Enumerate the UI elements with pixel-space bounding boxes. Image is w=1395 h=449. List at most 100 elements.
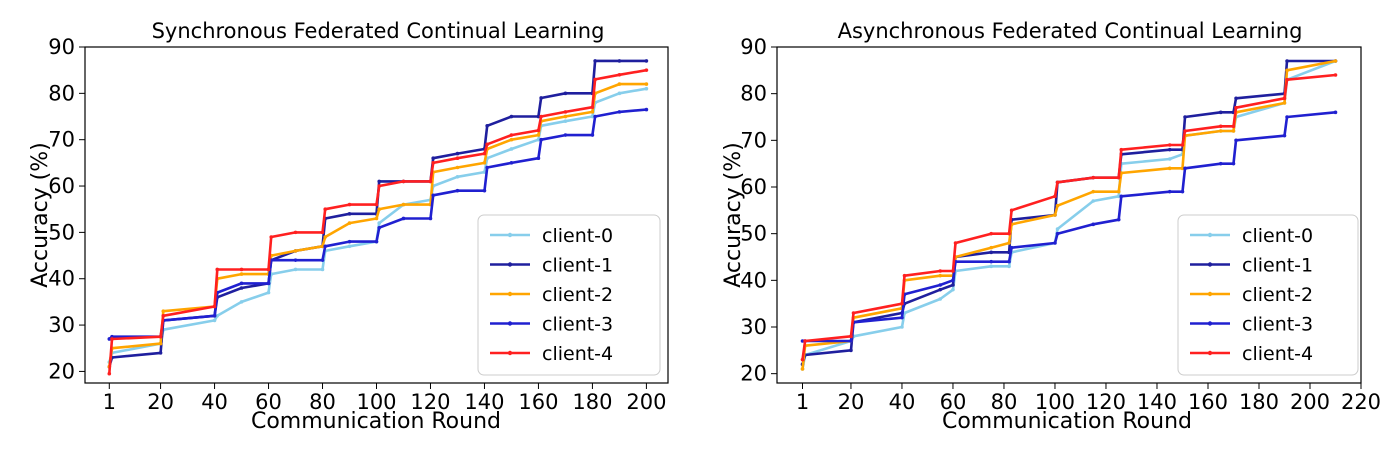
data-point-client-3 (482, 188, 487, 193)
data-point-client-1 (1285, 59, 1289, 63)
data-point-client-4 (1285, 77, 1289, 82)
data-point-client-0 (509, 147, 514, 151)
data-point-client-2 (320, 244, 325, 249)
x-tick-label: 120 (410, 390, 450, 414)
data-point-client-0 (900, 325, 904, 329)
data-point-client-4 (347, 202, 352, 207)
data-point-client-2 (1167, 166, 1172, 171)
data-point-client-4 (161, 314, 166, 318)
data-point-client-3 (1053, 241, 1057, 245)
data-point-client-3 (107, 337, 112, 341)
y-tick-label: 20 (740, 362, 767, 386)
data-point-client-3 (1231, 161, 1236, 166)
data-point-client-0 (989, 264, 994, 269)
legend-marker-client-0 (1207, 232, 1213, 238)
data-point-client-4 (590, 105, 595, 110)
data-point-client-4 (455, 156, 460, 161)
data-point-client-2 (1091, 189, 1096, 194)
data-point-client-3 (938, 283, 943, 287)
x-tick-label: 220 (1341, 390, 1381, 414)
tick-layer: 1 20 40 60 80 100 120 140 160 180 200 2202030405060… (740, 35, 1381, 414)
y-axis-label: Accuracy (%) (721, 142, 746, 288)
data-point-client-2 (1180, 166, 1185, 171)
x-tick-label: 40 (201, 390, 228, 414)
data-point-client-3 (401, 216, 406, 221)
data-point-client-3 (644, 107, 649, 112)
data-point-client-2 (323, 235, 328, 239)
x-tick-label: 80 (309, 390, 336, 414)
data-point-client-4 (293, 230, 298, 235)
async-chart-panel: Asynchronous Federated Continual Learnin… (695, 0, 1395, 445)
data-point-client-4 (951, 269, 955, 273)
data-point-client-4 (401, 179, 406, 184)
data-point-client-3 (455, 188, 460, 193)
data-point-client-3 (1119, 194, 1124, 199)
data-point-client-4 (1119, 147, 1124, 152)
data-point-client-4 (428, 179, 433, 184)
y-tick-label: 30 (740, 315, 767, 339)
data-point-client-2 (1285, 68, 1289, 73)
data-point-client-4 (482, 151, 487, 156)
legend-label: client-2 (542, 284, 613, 306)
data-point-client-0 (1007, 264, 1011, 269)
data-point-client-4 (1009, 208, 1014, 213)
x-tick-label: 80 (991, 390, 1018, 414)
data-point-client-2 (455, 165, 460, 170)
data-point-client-3 (1183, 166, 1187, 171)
data-point-client-0 (1167, 157, 1172, 161)
data-point-client-4 (803, 339, 807, 343)
data-point-client-3 (1333, 110, 1338, 115)
data-point-client-3 (590, 133, 595, 137)
legend-marker-client-3 (1207, 321, 1213, 326)
data-point-client-4 (989, 231, 994, 236)
data-point-client-2 (1055, 203, 1060, 208)
x-axis-label: Communication Round (942, 409, 1192, 434)
data-point-client-2 (617, 82, 622, 86)
data-point-client-3 (509, 161, 514, 165)
data-point-client-0 (1055, 227, 1060, 231)
x-tick-label: 100 (1035, 390, 1075, 414)
data-point-client-4 (1234, 105, 1238, 110)
series-line-client-4 (801, 73, 1336, 360)
data-point-client-4 (900, 301, 904, 306)
data-point-client-2 (293, 249, 298, 253)
plot-frame (776, 46, 1362, 384)
legend-marker-client-4 (507, 350, 513, 356)
data-point-client-4 (902, 273, 907, 278)
data-point-client-0 (212, 318, 217, 323)
data-point-client-1 (485, 123, 489, 128)
data-point-client-2 (1116, 189, 1121, 194)
legend-box (1177, 214, 1359, 376)
legend: client-0 client-1 client-2 client-3 client-4 (1177, 214, 1359, 376)
data-point-client-4 (377, 184, 381, 188)
data-point-client-2 (158, 341, 163, 346)
data-point-client-3 (539, 137, 543, 142)
data-point-client-2 (161, 309, 166, 313)
data-point-client-1 (239, 286, 244, 290)
legend-marker-client-4 (1207, 350, 1213, 356)
legend-label: client-1 (542, 255, 613, 277)
data-point-client-2 (239, 272, 244, 276)
data-point-client-1 (377, 179, 381, 184)
legend: client-0 client-1 client-2 client-3 client-4 (477, 214, 661, 376)
data-point-client-3 (849, 339, 853, 343)
y-tick-label: 90 (48, 35, 75, 59)
data-point-client-4 (938, 269, 943, 273)
legend-label: client-3 (1242, 314, 1313, 336)
data-point-client-4 (1055, 180, 1060, 185)
data-point-client-0 (455, 174, 460, 179)
x-tick-label: 180 (1239, 390, 1279, 414)
data-point-client-1 (593, 59, 597, 63)
data-point-client-4 (644, 68, 649, 72)
data-point-client-3 (593, 114, 597, 119)
data-point-client-0 (617, 91, 622, 96)
data-point-client-3 (900, 315, 904, 320)
legend-label: client-2 (1242, 284, 1313, 306)
data-point-client-2 (509, 137, 514, 142)
x-axis-label: Communication Round (251, 409, 501, 434)
data-point-client-3 (1167, 189, 1172, 194)
x-tick-label: 20 (147, 390, 174, 414)
y-tick-label: 40 (740, 268, 767, 292)
data-point-client-0 (1116, 194, 1121, 199)
series-layer (800, 59, 1338, 371)
